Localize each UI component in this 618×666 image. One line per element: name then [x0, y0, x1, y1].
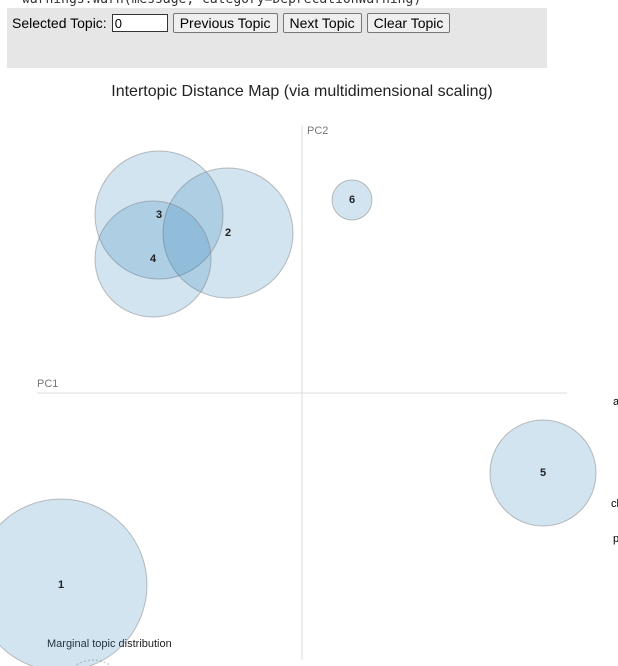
fragment: p [613, 533, 618, 545]
next-button[interactable]: Next Topic [282, 13, 362, 33]
warning-text: warnings.warn(message, category=Deprecat… [22, 0, 421, 7]
topic-label: 2 [225, 227, 231, 239]
y-axis-label: PC2 [307, 125, 328, 137]
topic-label: 5 [540, 467, 546, 479]
legend-circle [74, 659, 112, 666]
fragment: cl [611, 498, 618, 510]
x-axis-label: PC1 [37, 378, 58, 390]
topic-circle [0, 498, 148, 666]
topic-circle [331, 179, 373, 221]
selected-label: Selected Topic: [12, 15, 107, 31]
topic-circle [94, 150, 224, 280]
topic-label: 1 [58, 579, 64, 591]
controls: Selected Topic: Previous Topic Next Topi… [12, 13, 451, 33]
topic-label: 3 [156, 209, 162, 221]
topic-label: 4 [150, 253, 157, 265]
topic-circle [162, 167, 294, 299]
fragment: a [613, 396, 618, 408]
chart-title: Intertopic Distance Map (via multidimens… [111, 83, 493, 100]
clear-button[interactable]: Clear Topic [366, 13, 451, 33]
topic-circle [489, 419, 597, 527]
topic-label: 6 [349, 194, 355, 206]
prev-button[interactable]: Previous Topic [172, 13, 278, 33]
legend-title: Marginal topic distribution [47, 638, 172, 650]
control-bar: Selected Topic: Previous Topic Next Topi… [7, 8, 547, 68]
topic-circle [94, 200, 212, 318]
topic-input[interactable] [111, 14, 168, 32]
